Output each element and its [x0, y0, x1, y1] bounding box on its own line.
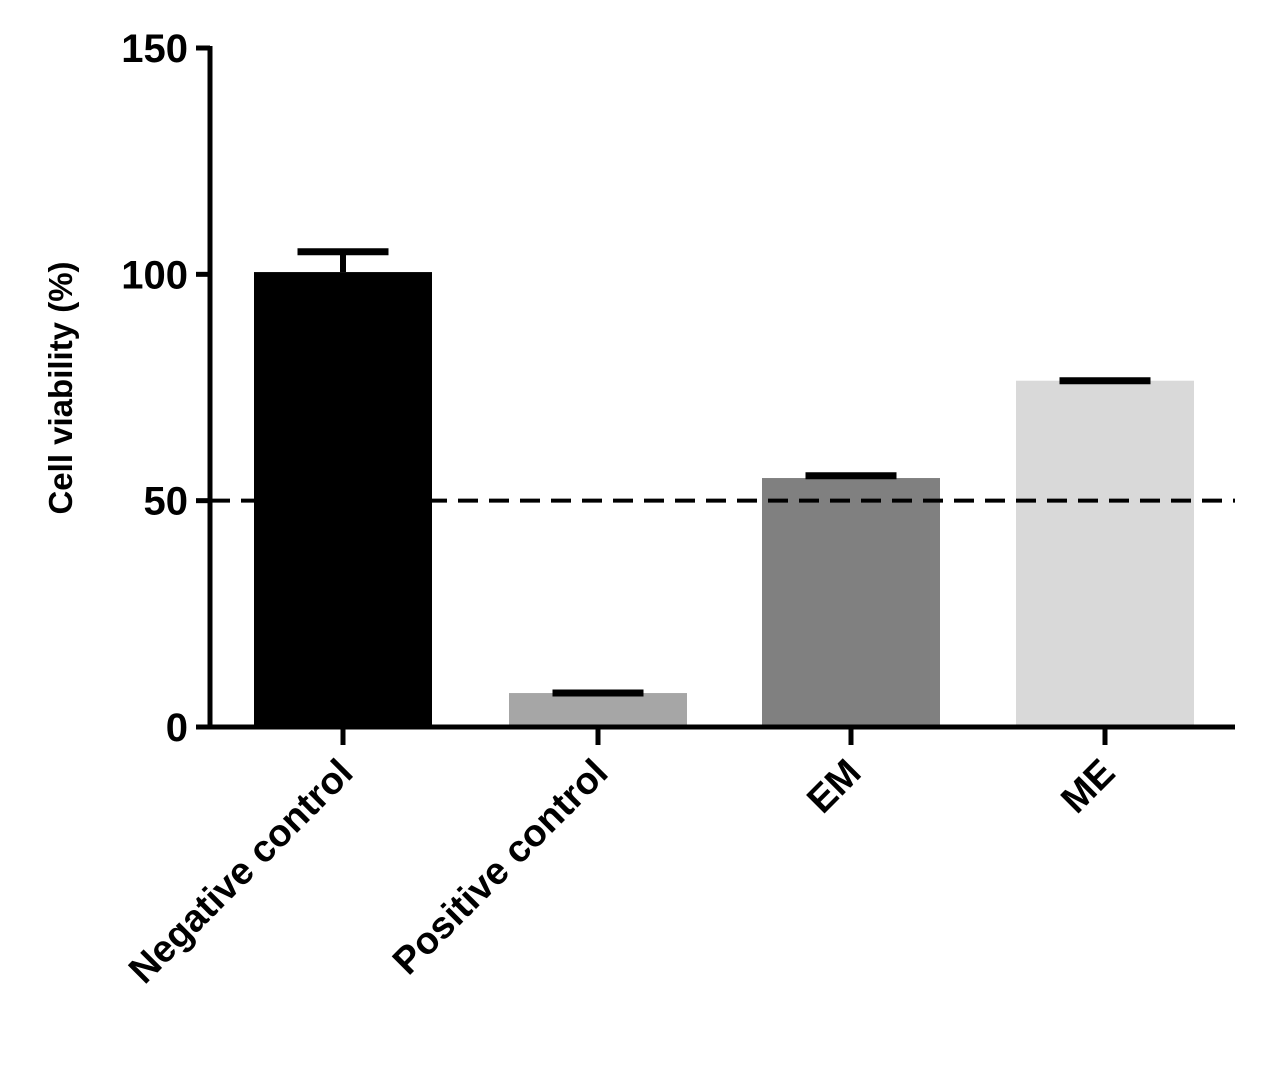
bar-em [762, 478, 940, 727]
x-label-me: ME [1053, 752, 1123, 822]
bar-positive-control [509, 693, 687, 727]
y-tick-label-100: 100 [121, 253, 188, 297]
y-tick-label-50: 50 [144, 480, 189, 524]
y-axis-title: Cell viability (%) [42, 261, 79, 514]
axes-group [196, 45, 1235, 745]
y-tick-label-150: 150 [121, 27, 188, 71]
x-label-positive-control: Positive control [385, 752, 616, 983]
labels-group: 0 50 100 150 Negative control Positive contro… [42, 27, 1123, 992]
error-bars-group [297, 248, 1151, 697]
x-label-em: EM [799, 752, 869, 822]
y-tick-label-0: 0 [166, 706, 188, 750]
bar-me [1016, 380, 1194, 727]
x-label-negative-control: Negative control [121, 752, 361, 992]
